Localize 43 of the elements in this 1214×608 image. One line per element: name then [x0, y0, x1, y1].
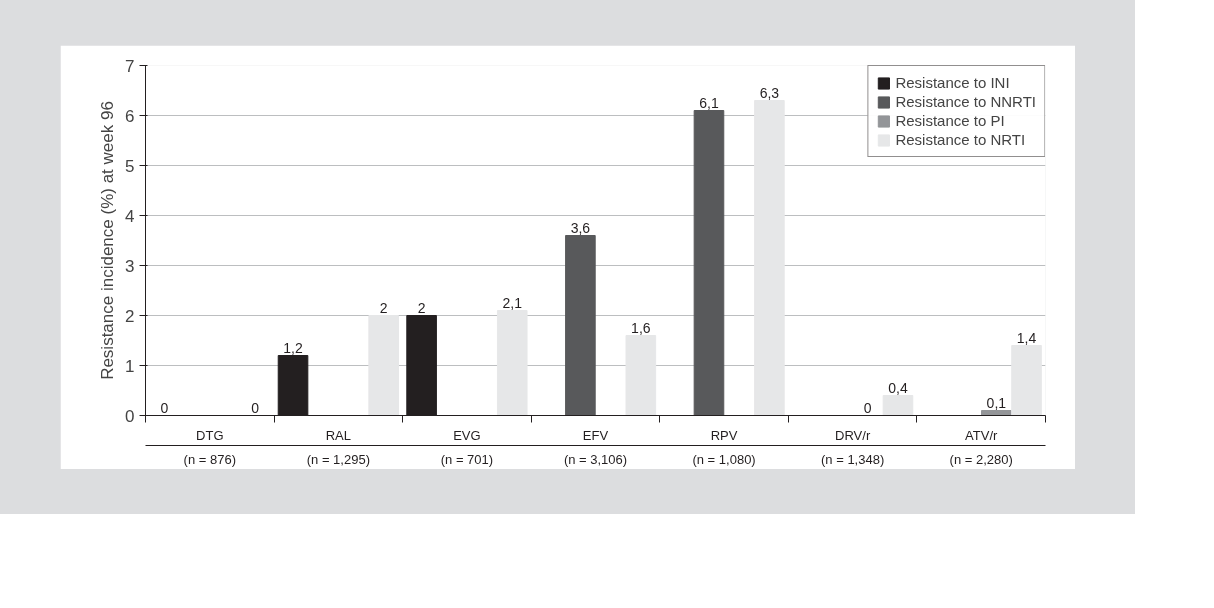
legend-label: Resistance to PI — [895, 112, 1005, 129]
y-tick-label: 4 — [125, 206, 135, 226]
data-label: 1,6 — [631, 319, 651, 336]
bar — [496, 310, 528, 416]
category-label: EFV (n = 3,106) — [563, 427, 628, 467]
bar — [981, 410, 1012, 416]
category-label: DTG (n = 876) — [183, 427, 236, 467]
y-tick-label: 0 — [125, 406, 135, 426]
y-axis-title: Resistance incidence (%) at week 96 — [98, 101, 118, 380]
data-label: 2,1 — [502, 294, 523, 311]
y-tick-label: 2 — [125, 306, 135, 326]
bar — [368, 315, 399, 416]
data-label: 1,4 — [1016, 329, 1037, 346]
category-label: ATV/r (n = 2,280) — [949, 427, 1013, 467]
data-label: 2 — [379, 299, 388, 316]
data-label: 0 — [863, 399, 872, 416]
data-label: 3,6 — [570, 219, 591, 236]
bar — [693, 110, 725, 416]
category-label: EVG (n = 701) — [440, 427, 494, 467]
bar — [625, 335, 657, 416]
legend-label: Resistance to NNRTI — [895, 93, 1036, 110]
y-tick-label: 1 — [125, 356, 135, 376]
legend-label: Resistance to INI — [895, 74, 1010, 91]
bar — [1011, 345, 1042, 416]
y-tick-label: 3 — [125, 256, 135, 276]
category-label: RAL (n = 1,295) — [306, 427, 370, 467]
category-label: DRV/r (n = 1,348) — [821, 427, 885, 467]
bar — [754, 100, 785, 416]
data-label: 6,1 — [699, 94, 719, 111]
data-label: 0,4 — [888, 379, 908, 396]
data-label: 6,3 — [759, 84, 780, 101]
data-label: 1,2 — [283, 339, 303, 356]
data-label: 0,1 — [986, 394, 1007, 411]
y-tick-label: 7 — [125, 56, 135, 76]
data-label: 0 — [160, 399, 169, 416]
data-label: 2 — [417, 299, 426, 316]
category-label: RPV (n = 1,080) — [692, 427, 756, 467]
data-label: 0 — [251, 399, 260, 416]
y-tick-label: 6 — [125, 106, 135, 126]
bar — [882, 395, 914, 416]
legend-label: Resistance to NRTI — [895, 131, 1026, 148]
bar — [565, 235, 596, 416]
y-tick-label: 5 — [125, 156, 135, 176]
